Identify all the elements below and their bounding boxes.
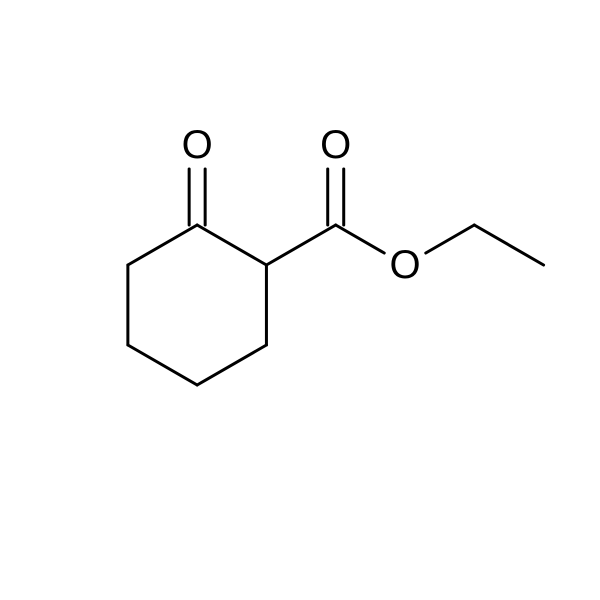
bond-line xyxy=(474,225,543,265)
bond-line xyxy=(128,345,197,385)
atom-label-o3: O xyxy=(389,243,420,287)
molecule-diagram: O O O xyxy=(0,0,600,600)
labels-layer: O O O xyxy=(182,123,421,287)
atom-label-o1: O xyxy=(182,123,213,167)
bond-line xyxy=(336,225,384,253)
bond-line xyxy=(266,225,335,265)
bond-line xyxy=(197,345,266,385)
bond-line xyxy=(128,225,197,265)
bonds-layer xyxy=(128,169,544,385)
bond-line xyxy=(426,225,474,253)
bond-line xyxy=(197,225,266,265)
atom-label-o2: O xyxy=(320,123,351,167)
